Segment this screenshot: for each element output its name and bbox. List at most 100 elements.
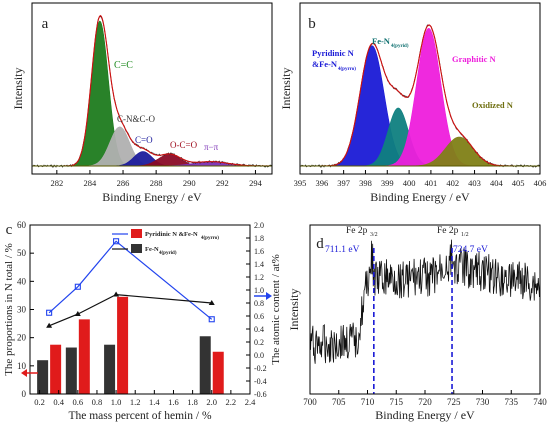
x-tick-label: 286 (117, 178, 130, 188)
x-tick-label: 1.0 (111, 397, 122, 407)
y-tick-label: 50 (17, 248, 27, 258)
x-tick-label: 725 (447, 397, 461, 407)
data-point (113, 238, 120, 245)
x-tick-label: 399 (381, 178, 394, 188)
x-tick-label: 735 (505, 397, 519, 407)
trend-line (48, 240, 213, 320)
legend-swatch (131, 244, 142, 253)
bar-pyridinic-n (50, 344, 62, 394)
annotation-fe2p32: Fe 2p (346, 226, 368, 236)
x-tick-label: 404 (490, 178, 504, 188)
annotation-fe2p12: Fe 2p (437, 226, 459, 236)
x-tick-label: 710 (361, 397, 375, 407)
x-tick-label: 402 (446, 178, 459, 188)
y2-tick-label: -0.4 (254, 377, 267, 386)
peak-label: O-C=O (170, 140, 198, 150)
y2-tick-label: 2.0 (254, 221, 264, 230)
panel-letter: b (308, 16, 316, 32)
peak-label: 4(pyrro) (338, 67, 356, 72)
x-tick-label: 1.2 (130, 397, 141, 407)
x-tick-label: 1.8 (187, 397, 198, 407)
x-tick-label: 292 (216, 178, 229, 188)
peak-label: C=O (135, 135, 153, 145)
y-tick-label: 0 (22, 389, 27, 399)
bar-fe-n4-pyrid (37, 360, 49, 394)
y2-tick-label: 1.8 (254, 234, 264, 243)
x-tick-label: 282 (50, 178, 63, 188)
peak-label: Oxidized N (472, 100, 514, 110)
y2-tick-label: 0.0 (254, 351, 264, 360)
bar-pyridinic-n (78, 319, 90, 394)
data-point (74, 283, 81, 290)
annotation-energy: 711.1 eV (325, 245, 360, 255)
bar-fe-n4-pyrid (65, 347, 77, 394)
x-tick-label: 1.4 (149, 397, 160, 407)
bar-fe-n4-pyrid (104, 344, 116, 394)
x-tick-label: 1.6 (168, 397, 179, 407)
legend-label: Fe-N (145, 246, 159, 253)
arrow-head (21, 369, 27, 377)
y-tick-label: 40 (17, 276, 27, 286)
y-axis-label: Intensity (11, 68, 25, 110)
annotation-energy: 724.7 eV (453, 245, 488, 255)
panel-a: 282 284 286 288 290 292 294 Binding Energy / eV… (11, 2, 273, 204)
data-point (46, 322, 53, 328)
data-point (208, 316, 215, 323)
y2-tick-label: 0.4 (254, 325, 264, 334)
panel-letter: a (42, 16, 49, 32)
x-tick-label: 715 (390, 397, 404, 407)
x-tick-label: 405 (512, 178, 525, 188)
legend-swatch (131, 229, 142, 238)
x-tick-label: 396 (315, 178, 328, 188)
y2-tick-label: 1.0 (254, 286, 264, 295)
bar-fe-n4-pyrid (199, 336, 211, 394)
peak-label: Fe-N (372, 36, 391, 46)
peak-label: C=C (114, 60, 133, 71)
x-tick-label: 397 (337, 178, 350, 188)
peak-label: 4(pyrid) (391, 44, 409, 49)
peak-label: Graphitic N (452, 54, 497, 64)
fe2p-spectrum (309, 239, 541, 364)
x-tick-label: 2.2 (226, 397, 237, 407)
y2-tick-label: 0.6 (254, 312, 264, 321)
panel-letter: c (6, 222, 13, 238)
trend-line (48, 293, 212, 327)
x-tick-label: 403 (468, 178, 481, 188)
legend-label-sub: 4(pyrro) (201, 236, 219, 241)
y-axis-label: The proportions in N total / % (3, 243, 15, 376)
y-tick-label: 20 (17, 333, 27, 343)
x-tick-label: 2.0 (206, 397, 217, 407)
x-axis-label: Binding Energy / eV (375, 408, 475, 422)
peak-label: &Fe-N (312, 59, 338, 69)
x-tick-label: 720 (418, 397, 432, 407)
y-axis-label: Intensity (287, 289, 301, 331)
x-tick-label: 294 (249, 178, 263, 188)
x-tick-label: 700 (303, 397, 317, 407)
data-point (74, 311, 81, 317)
x-axis-label: The mass percent of hemin / % (68, 410, 211, 422)
x-axis-label: Binding Energy / eV (370, 190, 470, 204)
x-tick-label: 0.6 (73, 397, 84, 407)
y2-tick-label: 0.8 (254, 299, 264, 308)
data-point (113, 291, 120, 297)
annotation-sub: 1/2 (461, 232, 469, 238)
x-tick-label: 288 (150, 178, 163, 188)
x-tick-label: 0.2 (34, 397, 45, 407)
annotation-sub: 3/2 (370, 232, 378, 238)
x-tick-label: 284 (84, 178, 98, 188)
peak-label: π−π (204, 142, 219, 152)
y-tick-label: 30 (17, 305, 27, 315)
y2-tick-label: 1.2 (254, 273, 264, 282)
peak-label: C-N&C-O (117, 114, 156, 124)
data-point (208, 300, 215, 305)
peak-label: Pyridinic N (312, 48, 355, 58)
bar-pyridinic-n (117, 296, 129, 394)
y2-tick-label: 1.6 (254, 247, 264, 256)
x-tick-label: 395 (294, 178, 307, 188)
y-tick-label: 10 (17, 361, 27, 371)
panel-c: 0 10 20 30 40 50 60 -0.6 -0.4 -0.2 0.0 0.2 0.4 0.6 0.8… (3, 220, 282, 422)
x-axis-label: Binding Energy / eV (102, 190, 202, 204)
data-point (46, 309, 53, 316)
